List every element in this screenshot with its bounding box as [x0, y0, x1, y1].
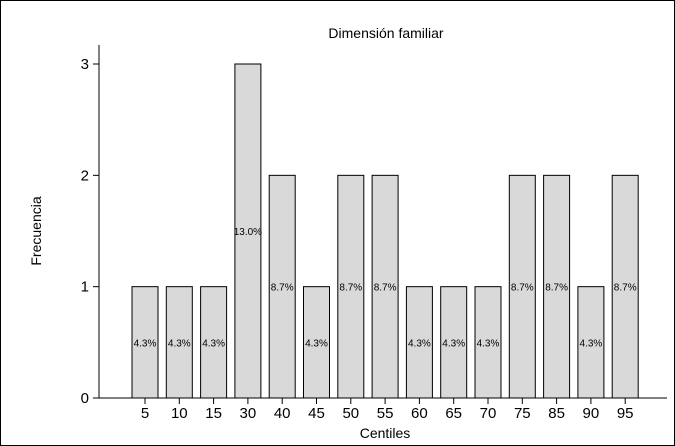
- bar: [337, 174, 365, 399]
- bar-data-label: 8.7%: [614, 283, 637, 294]
- bar: [440, 286, 468, 399]
- bar-data-label: 4.3%: [580, 338, 603, 349]
- bar: [577, 286, 605, 399]
- bar-data-label: 13.0%: [234, 227, 262, 238]
- bar-data-label: 8.7%: [511, 283, 534, 294]
- bar: [508, 174, 536, 399]
- bar-data-label: 8.7%: [545, 283, 568, 294]
- y-ticks: 0 1 2 3: [81, 56, 99, 407]
- x-tick-label: 95: [617, 405, 634, 422]
- chart-title: Dimensión familiar: [328, 25, 443, 41]
- bar: [303, 286, 330, 399]
- bar-data-label: 8.7%: [271, 283, 294, 294]
- bar-data-label: 4.3%: [168, 338, 191, 349]
- x-tick-label: 90: [583, 405, 600, 422]
- x-tick-label: 15: [205, 405, 222, 422]
- bar-data-label: 8.7%: [374, 283, 397, 294]
- x-tick-label: 55: [377, 405, 394, 422]
- bar-data-label: 4.3%: [305, 338, 328, 349]
- y-tick-label: 1: [81, 279, 89, 296]
- x-tick-label: 50: [342, 405, 359, 422]
- x-tick-label: 5: [141, 405, 149, 422]
- y-tick-label: 2: [81, 167, 89, 184]
- bar-data-label: 4.3%: [442, 338, 465, 349]
- bar: [234, 63, 262, 399]
- x-tick-label: 65: [445, 405, 462, 422]
- x-ticks: 5 10 15 30 40 45 50 55 60 65 70 75 85 90 95: [141, 398, 634, 422]
- x-tick-label: 60: [411, 405, 428, 422]
- bar-data-label: 4.3%: [477, 338, 500, 349]
- bar: [371, 174, 399, 399]
- bar: [200, 286, 228, 399]
- x-tick-label: 75: [514, 405, 531, 422]
- bar: [611, 174, 639, 399]
- x-tick-label: 45: [308, 405, 325, 422]
- x-tick-label: 40: [274, 405, 291, 422]
- bar-data-label: 8.7%: [339, 283, 362, 294]
- x-tick-label: 70: [480, 405, 497, 422]
- y-axis-title: Frecuencia: [28, 196, 44, 265]
- x-tick-label: 10: [171, 405, 188, 422]
- bar-data-label: 4.3%: [134, 338, 157, 349]
- bar-data-label: 4.3%: [202, 338, 225, 349]
- x-axis-title: Centiles: [360, 425, 411, 441]
- bar: [474, 286, 502, 399]
- y-tick-label: 0: [81, 390, 89, 407]
- x-tick-label: 30: [240, 405, 257, 422]
- x-tick-label: 85: [548, 405, 565, 422]
- bar: [543, 174, 571, 399]
- bar: [165, 286, 193, 399]
- bar-data-label: 4.3%: [408, 338, 431, 349]
- y-tick-label: 3: [81, 56, 89, 73]
- bar: [268, 174, 296, 399]
- bars: 4.3% 4.3% 4.3% 13.0% 8.7% 4.3% 8.7% 8.7% 4.3% 4.3…: [131, 63, 639, 399]
